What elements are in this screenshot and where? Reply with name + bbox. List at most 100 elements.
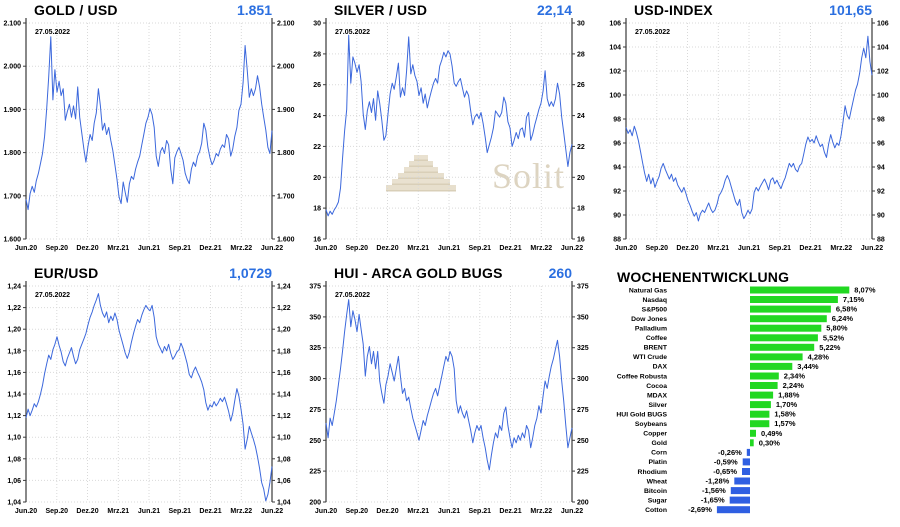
chart-header: GOLD / USD 1.851 bbox=[34, 2, 272, 18]
svg-text:1,20: 1,20 bbox=[277, 327, 291, 334]
svg-text:Rhodium: Rhodium bbox=[638, 469, 667, 476]
svg-text:1.700: 1.700 bbox=[277, 193, 295, 200]
weekly-performance-title: WOCHENENTWICKLUNG bbox=[617, 269, 790, 285]
svg-text:1,18: 1,18 bbox=[277, 348, 291, 355]
svg-text:1.600: 1.600 bbox=[3, 237, 21, 244]
svg-text:27.05.2022: 27.05.2022 bbox=[335, 29, 370, 36]
svg-text:20: 20 bbox=[313, 175, 321, 182]
svg-text:1,16: 1,16 bbox=[277, 370, 291, 377]
gold-price-chart: 1.600 1.600 1.700 1.700 1.800 1.800 1.900 1.900… bbox=[3, 18, 295, 252]
svg-text:106: 106 bbox=[609, 21, 621, 28]
svg-text:88: 88 bbox=[877, 237, 885, 244]
svg-text:HUI Gold BUGS: HUI Gold BUGS bbox=[616, 412, 667, 419]
svg-text:0,49%: 0,49% bbox=[761, 429, 783, 438]
svg-text:1,70%: 1,70% bbox=[776, 400, 798, 409]
svg-text:Mrz.22: Mrz.22 bbox=[530, 508, 552, 515]
svg-text:Jun.20: Jun.20 bbox=[315, 508, 337, 515]
svg-text:DAX: DAX bbox=[653, 364, 668, 371]
svg-text:1.900: 1.900 bbox=[3, 107, 21, 114]
svg-text:94: 94 bbox=[877, 165, 885, 172]
svg-text:Jun.21: Jun.21 bbox=[138, 508, 160, 515]
svg-text:325: 325 bbox=[577, 345, 589, 352]
svg-text:375: 375 bbox=[577, 284, 589, 291]
svg-text:98: 98 bbox=[877, 117, 885, 124]
chart-panel-silver-usd: Solit SILVER / USD 22,14 16 16 18 18 20 20 22 2… bbox=[300, 0, 600, 263]
svg-text:24: 24 bbox=[313, 113, 321, 120]
svg-text:Mrz.22: Mrz.22 bbox=[830, 245, 852, 252]
svg-text:28: 28 bbox=[313, 51, 321, 58]
silver-price-chart: 16 16 18 18 20 20 22 22 24 24 26 26 28 28 30 30 Jun.20 Se… bbox=[313, 18, 585, 252]
svg-text:98: 98 bbox=[613, 117, 621, 124]
svg-text:Sep.21: Sep.21 bbox=[469, 508, 492, 515]
svg-text:-2,69%: -2,69% bbox=[688, 505, 712, 514]
svg-text:Mrz.21: Mrz.21 bbox=[107, 508, 129, 515]
svg-text:Dez.20: Dez.20 bbox=[76, 245, 98, 252]
svg-text:92: 92 bbox=[613, 189, 621, 196]
svg-text:5,22%: 5,22% bbox=[819, 343, 841, 352]
svg-text:26: 26 bbox=[577, 82, 585, 89]
hui-gold-bugs-chart: 200 200 225 225 250 250 275 275 300 300 325 325 350 3… bbox=[309, 281, 589, 515]
chart-value-eur-usd: 1,0729 bbox=[229, 265, 272, 281]
svg-text:0,30%: 0,30% bbox=[759, 438, 781, 447]
chart-title-hui: HUI - ARCA GOLD BUGS bbox=[334, 265, 503, 281]
svg-text:16: 16 bbox=[577, 237, 585, 244]
svg-text:Cotton: Cotton bbox=[645, 507, 667, 514]
chart-title-silver: SILVER / USD bbox=[334, 2, 428, 18]
svg-text:1.700: 1.700 bbox=[3, 193, 21, 200]
weekly-performance-chart: Natural Gas 8,07% Nasdaq 7,15% S&P500 6,58% Do… bbox=[616, 286, 876, 515]
svg-text:104: 104 bbox=[877, 45, 889, 52]
svg-text:Dez.20: Dez.20 bbox=[76, 508, 98, 515]
svg-text:1,06: 1,06 bbox=[277, 478, 291, 485]
svg-text:Jun.20: Jun.20 bbox=[315, 245, 337, 252]
svg-text:2,34%: 2,34% bbox=[784, 372, 806, 381]
svg-text:Sep.20: Sep.20 bbox=[346, 508, 369, 515]
svg-text:Coffee Robusta: Coffee Robusta bbox=[617, 373, 667, 380]
svg-text:Dez.20: Dez.20 bbox=[376, 245, 398, 252]
svg-text:1.800: 1.800 bbox=[3, 150, 21, 157]
svg-text:WTI Crude: WTI Crude bbox=[633, 354, 667, 361]
svg-text:1,08: 1,08 bbox=[7, 456, 21, 463]
svg-text:S&P500: S&P500 bbox=[642, 306, 668, 313]
svg-text:-1,28%: -1,28% bbox=[706, 477, 730, 486]
svg-text:30: 30 bbox=[313, 21, 321, 28]
svg-text:7,15%: 7,15% bbox=[843, 295, 865, 304]
svg-text:BRENT: BRENT bbox=[644, 345, 668, 352]
chart-header: EUR/USD 1,0729 bbox=[34, 265, 272, 281]
svg-text:Mrz.22: Mrz.22 bbox=[230, 508, 252, 515]
svg-text:27.05.2022: 27.05.2022 bbox=[35, 292, 70, 299]
svg-text:Mrz.22: Mrz.22 bbox=[530, 245, 552, 252]
svg-text:Platin: Platin bbox=[648, 459, 667, 466]
chart-title-usd-index: USD-INDEX bbox=[634, 2, 713, 18]
svg-text:22: 22 bbox=[577, 144, 585, 151]
svg-text:27.05.2022: 27.05.2022 bbox=[335, 292, 370, 299]
svg-text:2.000: 2.000 bbox=[3, 64, 21, 71]
svg-text:Sep.21: Sep.21 bbox=[769, 245, 792, 252]
svg-text:Dez.20: Dez.20 bbox=[376, 508, 398, 515]
svg-text:-0,26%: -0,26% bbox=[718, 448, 742, 457]
svg-text:225: 225 bbox=[309, 469, 321, 476]
svg-text:1,10: 1,10 bbox=[277, 435, 291, 442]
weekly-performance-panel: WOCHENENTWICKLUNG Natural Gas 8,07% Nasdaq… bbox=[600, 263, 900, 527]
svg-text:2.100: 2.100 bbox=[277, 21, 295, 28]
chart-value-gold: 1.851 bbox=[236, 2, 272, 18]
svg-text:350: 350 bbox=[309, 314, 321, 321]
svg-text:275: 275 bbox=[577, 407, 589, 414]
svg-text:1,58%: 1,58% bbox=[774, 410, 796, 419]
svg-text:Mrz.21: Mrz.21 bbox=[707, 245, 729, 252]
svg-text:102: 102 bbox=[609, 69, 621, 76]
svg-text:-1,56%: -1,56% bbox=[702, 486, 726, 495]
svg-text:Coffee: Coffee bbox=[646, 335, 667, 342]
svg-text:8,07%: 8,07% bbox=[854, 286, 876, 295]
svg-text:1,57%: 1,57% bbox=[774, 419, 796, 428]
svg-text:Mrz.22: Mrz.22 bbox=[230, 245, 252, 252]
svg-text:Sep.20: Sep.20 bbox=[46, 508, 69, 515]
svg-text:Dez.20: Dez.20 bbox=[676, 245, 698, 252]
svg-text:100: 100 bbox=[877, 93, 889, 100]
svg-text:Soybeans: Soybeans bbox=[635, 421, 667, 428]
svg-text:350: 350 bbox=[577, 314, 589, 321]
svg-text:Jun.22: Jun.22 bbox=[261, 245, 283, 252]
svg-text:300: 300 bbox=[309, 376, 321, 383]
svg-text:1,22: 1,22 bbox=[7, 305, 21, 312]
svg-text:1,14: 1,14 bbox=[277, 392, 291, 399]
svg-text:102: 102 bbox=[877, 69, 889, 76]
